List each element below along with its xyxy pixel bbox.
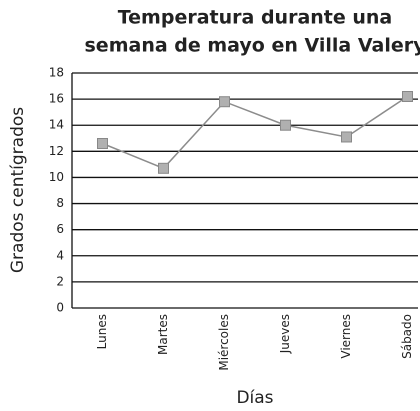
y-tick-label: 6 [56, 222, 64, 236]
x-axis-title: Días [236, 388, 273, 408]
data-point [158, 162, 169, 174]
y-tick-label: 14 [49, 118, 64, 132]
x-tick-label: Sábado [400, 314, 414, 359]
chart-title: semana de mayo en Villa Valery [85, 35, 420, 57]
y-tick-label: 8 [56, 196, 64, 210]
x-tick-label: Miércoles [217, 314, 231, 371]
y-tick-label: 12 [49, 144, 64, 158]
data-point [219, 96, 230, 108]
y-tick-label: 4 [56, 248, 64, 262]
data-point [402, 91, 413, 102]
x-tick-label: Martes [156, 314, 170, 355]
y-tick-label: 16 [49, 92, 64, 106]
x-tick-label: Jueves [278, 314, 292, 354]
x-tick-label: Lunes [95, 314, 109, 349]
y-tick-label: 18 [49, 66, 64, 80]
x-tick-label: Viernes [339, 314, 353, 359]
y-tick-label: 0 [56, 301, 64, 315]
y-tick-label: 10 [49, 170, 64, 184]
data-line [102, 95, 408, 170]
data-point [97, 138, 108, 149]
y-tick-label: 2 [56, 274, 64, 288]
y-axis-title: Grados centígrados [8, 107, 28, 273]
chart-title: Temperatura durante una [118, 7, 393, 29]
data-point [341, 131, 352, 143]
data-point [280, 119, 291, 131]
